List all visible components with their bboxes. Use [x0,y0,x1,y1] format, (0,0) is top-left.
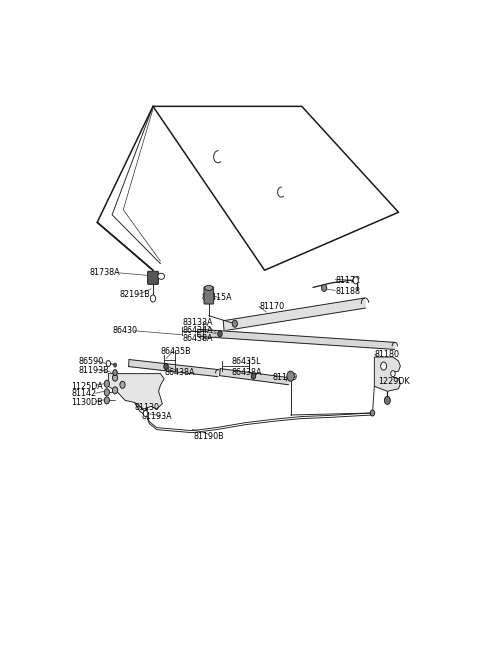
Text: 1125DA: 1125DA [71,382,103,391]
Text: 86435B: 86435B [160,347,191,356]
Circle shape [144,411,148,417]
Circle shape [384,396,390,404]
Text: 81180: 81180 [374,350,399,360]
Circle shape [104,380,109,387]
Text: 1130DB: 1130DB [71,398,103,407]
Polygon shape [374,357,400,391]
Text: 81193A: 81193A [142,412,172,421]
Circle shape [232,320,238,328]
Circle shape [322,284,327,291]
Text: 81199: 81199 [272,373,297,382]
Circle shape [113,369,117,376]
Circle shape [106,360,110,367]
Text: 83133A: 83133A [183,318,213,328]
Text: 86434A: 86434A [183,326,213,335]
Circle shape [370,410,375,416]
Text: 81172: 81172 [335,276,360,285]
Circle shape [112,374,118,381]
Text: 82191B: 82191B [120,290,150,299]
Ellipse shape [204,286,213,290]
Polygon shape [129,360,218,377]
Text: 86438A: 86438A [231,367,262,377]
Text: 81170: 81170 [259,302,284,311]
Text: 86435L: 86435L [231,356,261,365]
Circle shape [150,295,156,302]
Text: 81130: 81130 [134,403,159,413]
Text: 86430: 86430 [112,326,137,335]
Circle shape [114,363,117,367]
Text: 81188: 81188 [335,287,360,296]
Text: 81193B: 81193B [79,365,109,375]
Polygon shape [197,329,395,349]
Text: 86438A: 86438A [164,367,195,377]
Text: 1229DK: 1229DK [378,377,410,386]
Text: 86438A: 86438A [183,334,213,343]
Circle shape [112,386,118,394]
Circle shape [164,364,168,369]
Circle shape [353,277,359,284]
Text: 86590: 86590 [79,356,104,365]
Circle shape [251,373,256,379]
FancyBboxPatch shape [148,271,158,284]
Text: 81190B: 81190B [194,432,225,441]
FancyBboxPatch shape [204,287,214,304]
Circle shape [104,397,109,404]
Text: 81738A: 81738A [90,269,120,277]
Circle shape [218,331,222,337]
Text: 81142: 81142 [71,389,96,398]
Polygon shape [223,298,365,331]
Circle shape [120,381,125,388]
Circle shape [287,371,294,381]
Ellipse shape [158,273,165,279]
Polygon shape [108,373,164,409]
Circle shape [104,389,109,396]
Text: 86415A: 86415A [202,293,232,303]
Polygon shape [220,369,289,384]
Circle shape [381,362,386,370]
Circle shape [391,371,395,377]
